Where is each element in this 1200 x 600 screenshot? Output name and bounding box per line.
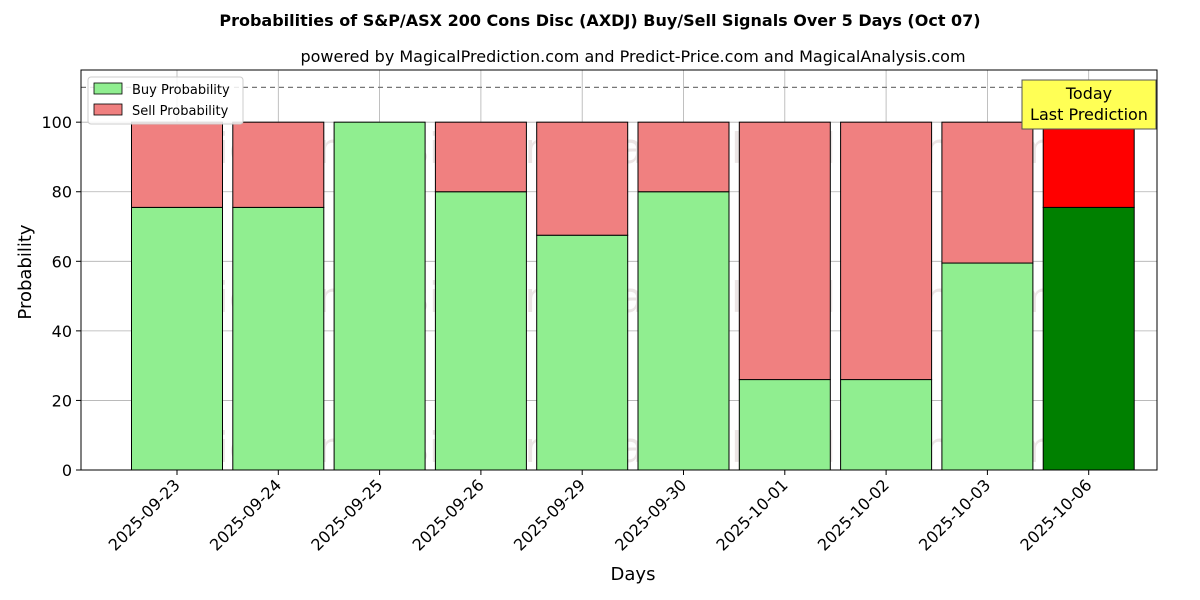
x-tick-label: 2025-09-24 [206, 475, 285, 554]
legend-swatch-buy [93, 82, 123, 95]
legend-label-buy: Buy Probability [132, 83, 230, 98]
bar-buy-2025-10-01 [738, 379, 831, 471]
chart-title: Probabilities of S&P/ASX 200 Cons Disc (… [219, 11, 980, 30]
bar-sell-2025-09-24 [232, 121, 325, 208]
bar-sell-2025-10-02 [840, 121, 933, 381]
y-axis-label: Probability [15, 224, 36, 319]
bar-buy-2025-09-26 [434, 191, 527, 471]
y-tick-label: 0 [62, 461, 72, 480]
x-tick-label: 2025-09-29 [510, 475, 589, 554]
legend-swatch-sell [93, 103, 123, 116]
bar-sell-2025-09-26 [434, 121, 527, 193]
y-tick-label: 100 [41, 113, 72, 132]
legend-box [87, 76, 244, 125]
x-tick-label: 2025-09-26 [409, 475, 488, 554]
legend-label-sell: Sell Probability [132, 104, 229, 119]
bar-sell-2025-10-06 [1042, 121, 1135, 208]
x-tick-label: 2025-09-23 [105, 475, 184, 554]
bar-buy-2025-09-30 [637, 191, 730, 471]
bar-sell-2025-10-03 [941, 121, 1034, 264]
chart-subtitle: powered by MagicalPrediction.com and Pre… [300, 47, 965, 66]
y-tick-label: 40 [52, 322, 72, 341]
bar-sell-2025-09-29 [536, 121, 629, 236]
bar-sell-2025-09-30 [637, 121, 730, 193]
x-tick-label: 2025-10-06 [1016, 475, 1095, 554]
y-axis-ticks: 0 20 40 60 80 100 [41, 113, 81, 480]
annotation-box [1021, 79, 1157, 130]
x-axis-label: Days [611, 564, 656, 585]
bar-buy-2025-10-03 [941, 262, 1034, 471]
x-tick-label: 2025-09-30 [611, 475, 690, 554]
bar-buy-2025-10-06 [1042, 206, 1135, 471]
today-annotation: Today Last Prediction [1021, 79, 1157, 130]
bar-buy-2025-09-29 [536, 234, 629, 471]
bars [131, 121, 1135, 471]
x-tick-label: 2025-10-03 [915, 475, 994, 554]
y-tick-label: 60 [52, 252, 72, 271]
annotation-line-2: Last Prediction [1030, 105, 1148, 124]
y-tick-label: 20 [52, 391, 72, 410]
legend: Buy Probability Sell Probability [87, 76, 244, 125]
bar-sell-2025-10-01 [738, 121, 831, 381]
plot-frame [80, 69, 1158, 471]
annotation-line-1: Today [1065, 84, 1112, 103]
x-tick-label: 2025-10-02 [814, 475, 893, 554]
bar-buy-2025-09-24 [232, 206, 325, 471]
bar-sell-2025-09-23 [131, 121, 223, 208]
x-axis-ticks: 2025-09-23 2025-09-24 2025-09-25 2025-09-26… [105, 470, 1096, 555]
bar-buy-2025-09-23 [131, 206, 223, 471]
x-tick-label: 2025-10-01 [712, 475, 791, 554]
x-tick-label: 2025-09-25 [307, 475, 386, 554]
bar-buy-2025-09-25 [333, 121, 426, 471]
bar-buy-2025-10-02 [840, 379, 933, 471]
y-tick-label: 80 [52, 183, 72, 202]
